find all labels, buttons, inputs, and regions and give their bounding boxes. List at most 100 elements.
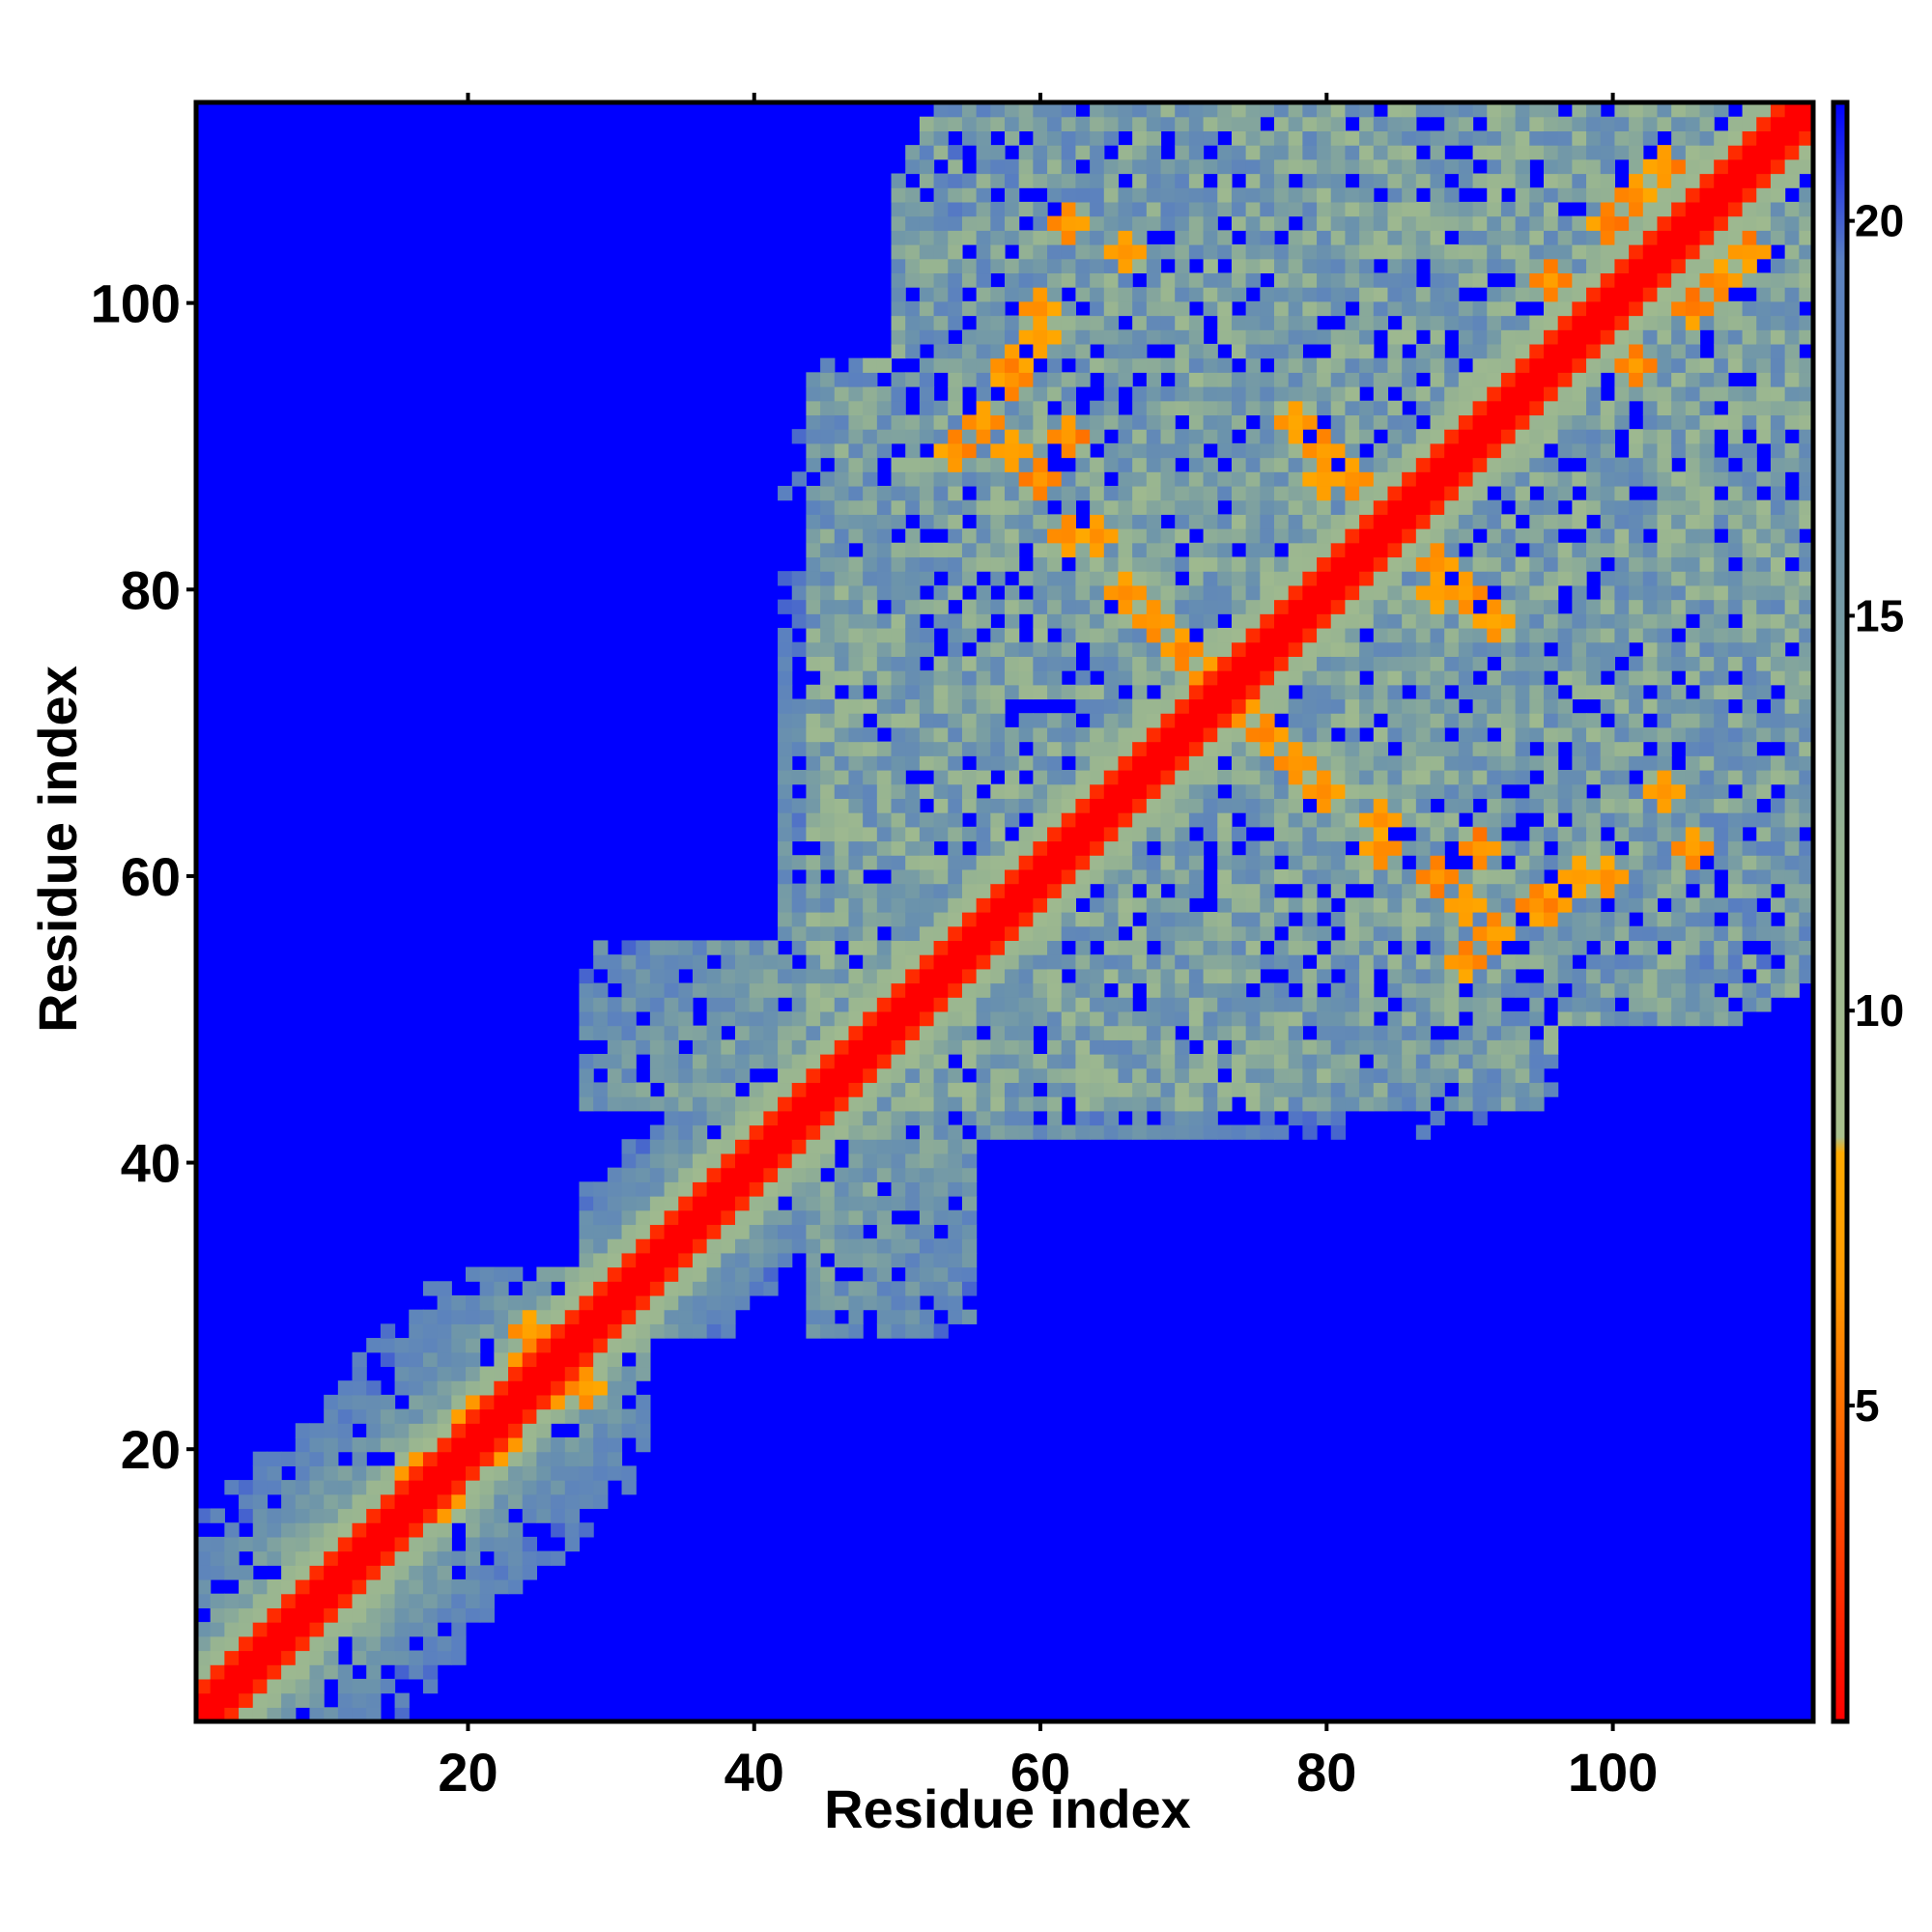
heatmap-cell [1586, 741, 1602, 756]
heatmap-cell [1231, 556, 1247, 572]
heatmap-cell [1557, 514, 1573, 529]
heatmap-cell [990, 215, 1006, 231]
heatmap-cell [1373, 726, 1389, 743]
heatmap-cell [1047, 300, 1063, 317]
heatmap-cell [1118, 982, 1133, 998]
heatmap-cell [1373, 300, 1389, 317]
heatmap-cell [1217, 372, 1233, 387]
heatmap-cell [1557, 315, 1573, 330]
heatmap-cell [933, 457, 949, 472]
heatmap-cell [1345, 471, 1360, 487]
heatmap-cell [1103, 627, 1120, 643]
heatmap-cell [1160, 187, 1176, 203]
heatmap-cell [1402, 783, 1417, 799]
heatmap-cell [1160, 1082, 1176, 1097]
heatmap-cell [863, 726, 878, 743]
heatmap-cell [876, 783, 893, 799]
heatmap-cell [1629, 158, 1644, 175]
heatmap-cell [1018, 997, 1034, 1012]
heatmap-cell [1288, 357, 1303, 373]
heatmap-cell [863, 1054, 878, 1069]
heatmap-cell [1330, 1096, 1347, 1112]
heatmap-cell [806, 1281, 821, 1296]
heatmap-cell [1090, 613, 1105, 629]
heatmap-cell [1217, 158, 1233, 175]
heatmap-cell [366, 1664, 382, 1680]
heatmap-cell [1487, 471, 1502, 487]
heatmap-cell [806, 372, 821, 387]
heatmap-cell [1302, 1124, 1318, 1140]
heatmap-cell [1657, 826, 1672, 842]
heatmap-cell [692, 1139, 708, 1154]
heatmap-cell [1132, 457, 1148, 472]
heatmap-cell [239, 1707, 254, 1722]
heatmap-cell [735, 1181, 751, 1197]
heatmap-cell [1288, 158, 1303, 175]
heatmap-cell [834, 954, 850, 970]
heatmap-cell [1614, 726, 1630, 743]
heatmap-cell [678, 1181, 694, 1197]
heatmap-cell [778, 1082, 793, 1097]
heatmap-cell [791, 1110, 808, 1126]
heatmap-cell [1118, 343, 1133, 359]
heatmap-cell [1288, 429, 1303, 444]
heatmap-cell [933, 670, 949, 686]
heatmap-cell [536, 1366, 552, 1381]
heatmap-cell [1075, 670, 1091, 686]
heatmap-cell [1302, 684, 1318, 700]
heatmap-cell [976, 471, 991, 487]
heatmap-cell [848, 1139, 864, 1154]
heatmap-cell [1188, 1110, 1205, 1126]
heatmap-cell [1472, 982, 1488, 998]
heatmap-cell [948, 1152, 963, 1169]
heatmap-cell [1444, 442, 1460, 459]
heatmap-cell [1231, 897, 1247, 913]
heatmap-cell [1614, 826, 1630, 842]
heatmap-cell [905, 1167, 921, 1182]
heatmap-cell [579, 1054, 594, 1069]
heatmap-cell [295, 1578, 311, 1595]
heatmap-cell [1430, 826, 1445, 842]
heatmap-cell [1175, 514, 1190, 529]
heatmap-cell [1458, 102, 1474, 118]
heatmap-cell [1544, 116, 1559, 131]
heatmap-cell [1387, 1039, 1403, 1055]
heatmap-cell [1160, 201, 1176, 217]
heatmap-cell [948, 343, 963, 359]
heatmap-cell [1061, 173, 1077, 188]
heatmap-cell [933, 287, 949, 302]
heatmap-cell [1671, 925, 1687, 941]
heatmap-cell [621, 954, 637, 970]
heatmap-cell [1671, 897, 1687, 913]
heatmap-cell [1245, 471, 1261, 487]
heatmap-cell [1302, 230, 1318, 245]
heatmap-cell [863, 1025, 878, 1040]
heatmap-cell [1586, 954, 1602, 970]
heatmap-cell [1415, 201, 1432, 217]
heatmap-cell [607, 1096, 623, 1112]
heatmap-cell [1586, 656, 1602, 671]
heatmap-cell [976, 116, 991, 131]
heatmap-cell [1600, 584, 1616, 601]
heatmap-cell [607, 1451, 623, 1466]
heatmap-cell [1387, 499, 1403, 515]
heatmap-cell [664, 997, 679, 1012]
heatmap-cell [380, 1338, 396, 1353]
heatmap-cell [1160, 1054, 1176, 1069]
heatmap-cell [933, 485, 949, 501]
heatmap-cell [1415, 599, 1432, 614]
heatmap-cell [409, 1480, 424, 1495]
heatmap-cell [1642, 883, 1659, 898]
heatmap-cell [1557, 627, 1573, 643]
heatmap-cell [579, 1423, 594, 1438]
heatmap-cell [409, 1394, 424, 1410]
heatmap-cell [1075, 329, 1091, 345]
heatmap-cell [1047, 528, 1063, 544]
heatmap-cell [1657, 584, 1672, 601]
heatmap-cell [1544, 726, 1559, 743]
heatmap-cell [1245, 997, 1261, 1012]
heatmap-cell [1557, 968, 1573, 984]
heatmap-cell [1657, 372, 1672, 387]
heatmap-cell [1103, 329, 1120, 345]
heatmap-cell [919, 698, 935, 714]
